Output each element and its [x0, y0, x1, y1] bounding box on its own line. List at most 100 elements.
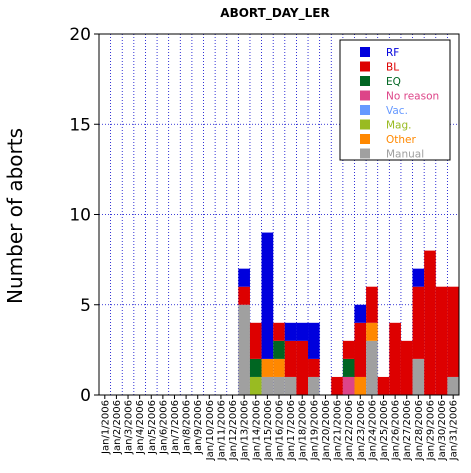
x-tick-label: Jan/16/2006 [275, 400, 286, 461]
x-tick-label: Jan/31/2006 [449, 400, 460, 461]
bar-segment [284, 376, 297, 395]
x-tick-label: Jan/3/2006 [124, 400, 135, 455]
x-tick-label: Jan/15/2006 [263, 400, 274, 461]
bar-segment [273, 376, 285, 395]
bar-segment [400, 340, 413, 395]
bar-segment [377, 376, 390, 395]
bars-layer [238, 232, 459, 395]
bar-segment [412, 358, 425, 395]
x-tick-label: Jan/22/2006 [344, 400, 355, 461]
y-tick-label: 20 [69, 25, 91, 45]
bar-segment [331, 376, 343, 395]
x-tick-label: Jan/20/2006 [321, 400, 332, 461]
legend-box [339, 39, 451, 161]
bar-segment [366, 322, 378, 341]
bar-segment [342, 376, 355, 395]
bar-segment [273, 340, 285, 359]
y-axis-label: Number of aborts [3, 128, 27, 304]
bar-segment [412, 286, 425, 359]
bar-segment [354, 376, 367, 395]
bar-segment [366, 286, 378, 323]
legend: RF BL EQ No reason Vac. Mag. Other Manual [339, 39, 451, 161]
legend-swatch [360, 90, 370, 101]
x-tick-label: Jan/27/2006 [402, 400, 413, 461]
bar-segment [249, 358, 262, 377]
legend-label: Other [386, 134, 416, 146]
x-tick-label: Jan/26/2006 [391, 400, 402, 461]
bar-segment [261, 376, 274, 395]
bar-segment [366, 340, 378, 395]
y-tick-label: 10 [69, 206, 91, 226]
bar-segment [354, 304, 367, 323]
x-tick-label: Jan/17/2006 [286, 400, 297, 461]
bar-segment [249, 376, 262, 395]
legend-swatch [360, 119, 370, 130]
bar-segment [238, 304, 250, 395]
x-tick-label: Jan/25/2006 [379, 400, 390, 461]
x-tick-label: Jan/23/2006 [356, 400, 367, 461]
x-tick-label: Jan/1/2006 [100, 400, 111, 455]
x-tick-label: Jan/12/2006 [228, 400, 239, 461]
bar-segment [308, 376, 320, 395]
legend-swatch [360, 105, 370, 115]
legend-label: Vac. [386, 105, 408, 117]
bar-segment [342, 358, 355, 377]
bar-segment [308, 322, 320, 359]
x-tick-label: Jan/14/2006 [251, 400, 262, 461]
legend-label: Mag. [386, 120, 412, 132]
x-tick-label: Jan/6/2006 [158, 400, 169, 455]
bar-segment [249, 322, 262, 359]
bar-segment [412, 268, 425, 287]
legend-label: No reason [386, 91, 439, 103]
legend-swatch [360, 148, 370, 159]
bar-segment [424, 250, 436, 395]
x-tick-label: Jan/21/2006 [333, 400, 344, 461]
x-tick-label: Jan/8/2006 [182, 400, 193, 455]
bar-segment [447, 376, 459, 395]
x-tick-label: Jan/19/2006 [309, 400, 320, 461]
x-tick-label: Jan/5/2006 [147, 400, 158, 455]
bar-segment [238, 268, 250, 287]
bar-segment [354, 322, 367, 377]
bar-segment [261, 232, 274, 359]
bar-segment [238, 286, 250, 305]
legend-swatch [360, 134, 370, 144]
x-tick-label: Jan/28/2006 [414, 400, 425, 461]
legend-label: BL [386, 62, 399, 74]
y-tick-label: 15 [69, 115, 91, 135]
x-tick-label: Jan/18/2006 [298, 400, 309, 461]
bar-segment [261, 358, 274, 377]
bar-segment [435, 286, 448, 395]
x-tick-label: Jan/30/2006 [437, 400, 448, 461]
y-tick-label: 0 [80, 386, 91, 406]
bar-segment [308, 358, 320, 377]
bar-segment [296, 340, 309, 395]
x-tick-label: Jan/11/2006 [216, 400, 227, 461]
legend-swatch [360, 47, 370, 57]
bar-segment [284, 340, 297, 377]
x-tick-label: Jan/7/2006 [170, 400, 181, 455]
x-tick-label: Jan/13/2006 [240, 400, 251, 461]
legend-swatch [360, 76, 370, 86]
bar-segment [273, 322, 285, 341]
bar-segment [342, 340, 355, 359]
x-tick-label: Jan/4/2006 [135, 400, 146, 455]
x-tick-label: Jan/29/2006 [425, 400, 436, 461]
x-tick-label: Jan/10/2006 [205, 400, 216, 461]
legend-label: EQ [386, 76, 401, 88]
legend-label: RF [386, 47, 399, 59]
bar-segment [273, 358, 285, 377]
x-tick-label: Jan/24/2006 [367, 400, 378, 461]
bar-segment [389, 322, 401, 395]
bar-segment [447, 286, 459, 377]
x-tick-label: Jan/9/2006 [193, 400, 204, 455]
chart-title: ABORT_DAY_LER [220, 6, 329, 21]
legend-label: Manual [386, 149, 424, 161]
bar-segment [284, 322, 297, 341]
legend-swatch [360, 61, 370, 72]
x-tick-label: Jan/2/2006 [112, 400, 123, 455]
bar-segment [296, 322, 309, 341]
